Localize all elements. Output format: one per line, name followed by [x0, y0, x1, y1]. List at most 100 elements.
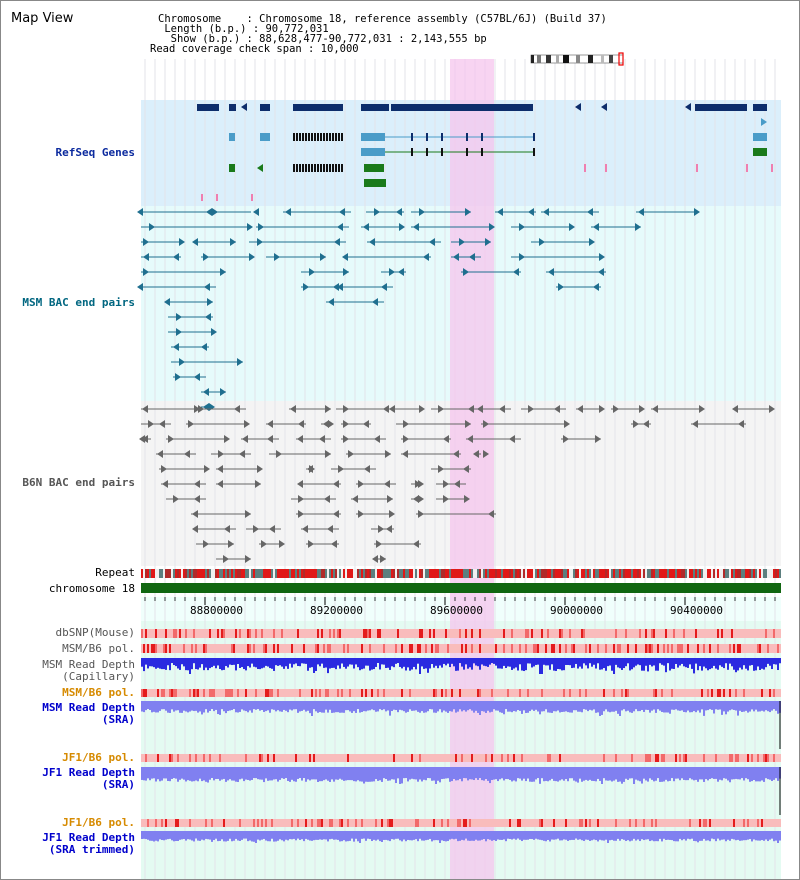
snp-density-cell: [489, 819, 491, 827]
snp-density-cell: [745, 689, 747, 697]
read-depth-bar: [465, 701, 467, 712]
read-depth-bar: [151, 767, 153, 779]
snp-density-cell: [465, 629, 467, 638]
snp-density-cell: [605, 819, 607, 827]
snp-density-cell: [715, 819, 717, 827]
snp-density-cell: [329, 689, 331, 697]
gene-block: [361, 148, 385, 156]
repeat-segment: [547, 569, 549, 578]
read-depth-bar: [187, 658, 189, 671]
snp-density-cell: [565, 819, 567, 827]
repeat-segment: [403, 569, 405, 578]
snp-density-cell: [527, 754, 529, 762]
snp-density-cell: [435, 644, 437, 653]
snp-density-cell: [463, 644, 465, 653]
read-depth-bar: [317, 831, 319, 840]
read-depth-bar: [277, 831, 279, 841]
read-depth-bar: [279, 658, 281, 666]
read-depth-bar: [711, 701, 713, 710]
snp-density-cell: [309, 644, 311, 653]
snp-density-cell: [553, 689, 555, 697]
read-depth-bar: [677, 701, 679, 711]
snp-density-cell: [453, 689, 455, 697]
read-depth-bar: [741, 658, 743, 670]
snp-density-cell: [349, 644, 351, 653]
read-depth-bar: [683, 658, 685, 667]
snp-density-cell: [355, 754, 357, 762]
read-depth-bar: [555, 831, 557, 840]
read-depth-bar: [431, 701, 433, 710]
read-depth-bar: [307, 658, 309, 671]
snp-density-cell: [619, 689, 621, 697]
snp-density-cell: [715, 754, 717, 762]
gene-arrow: [761, 118, 767, 126]
read-depth-bar: [397, 658, 399, 664]
snp-density-cell: [255, 629, 257, 638]
snp-density-cell: [345, 754, 347, 762]
repeat-segment: [745, 569, 747, 578]
snp-density-cell: [315, 754, 317, 762]
snp-density-cell: [207, 689, 209, 697]
read-depth-bar: [349, 767, 351, 781]
snp-density-cell: [739, 644, 741, 653]
gene-arrow: [217, 465, 223, 473]
snp-density-cell: [279, 629, 281, 638]
snp-density-cell: [585, 629, 587, 638]
snp-density-cell: [297, 629, 299, 638]
snp-density-cell: [409, 819, 411, 827]
snp-density-cell: [161, 644, 163, 653]
read-depth-bar: [221, 701, 223, 710]
snp-density-cell: [515, 819, 517, 827]
read-depth-bar: [725, 831, 727, 842]
snp-density-cell: [323, 819, 325, 827]
snp-density-cell: [555, 629, 557, 638]
snp-density-cell: [317, 689, 319, 697]
snp-density-cell: [427, 644, 429, 653]
snp-density-cell: [253, 689, 255, 697]
read-depth-bar: [511, 767, 513, 782]
read-depth-bar: [491, 658, 493, 664]
repeat-segment: [481, 569, 483, 578]
read-depth-bar: [603, 658, 605, 669]
read-depth-bar: [739, 701, 741, 711]
snp-density-cell: [733, 819, 735, 827]
snp-density-cell: [305, 644, 307, 653]
read-depth-bar: [687, 658, 689, 668]
snp-density-cell: [545, 754, 547, 762]
snp-density-cell: [767, 689, 769, 697]
snp-density-cell: [303, 819, 305, 827]
snp-density-cell: [441, 819, 443, 827]
read-depth-bar: [563, 701, 565, 712]
read-depth-bar: [219, 658, 221, 670]
snp-density-cell: [269, 754, 271, 762]
snp-density-cell: [767, 754, 769, 762]
snp-density-cell: [287, 819, 289, 827]
snp-density-cell: [545, 689, 547, 697]
gene-arrow: [298, 495, 304, 503]
read-depth-bar: [657, 701, 659, 710]
snp-density-cell: [707, 689, 709, 697]
snp-density-cell: [393, 689, 395, 697]
snp-density-cell: [389, 819, 391, 827]
snp-density-cell: [699, 754, 701, 762]
read-depth-bar: [379, 767, 381, 781]
repeat-segment: [235, 569, 237, 578]
snp-density-cell: [459, 629, 461, 638]
snp-density-cell: [549, 754, 551, 762]
repeat-segment: [531, 569, 533, 578]
snp-density-cell: [223, 629, 225, 638]
gene-arrow: [378, 525, 384, 533]
read-depth-bar: [743, 767, 745, 781]
read-depth-bar: [259, 658, 261, 670]
snp-density-cell: [389, 644, 391, 653]
gene-arrow: [245, 510, 251, 518]
read-depth-bar: [377, 701, 379, 712]
snp-density-cell: [475, 819, 477, 827]
read-depth-bar: [305, 701, 307, 712]
snp-density-cell: [199, 819, 201, 827]
repeat-segment: [239, 569, 241, 578]
read-depth-bar: [501, 831, 503, 840]
snp-density-cell: [595, 819, 597, 827]
axis-tick-label: 90000000: [550, 604, 603, 617]
